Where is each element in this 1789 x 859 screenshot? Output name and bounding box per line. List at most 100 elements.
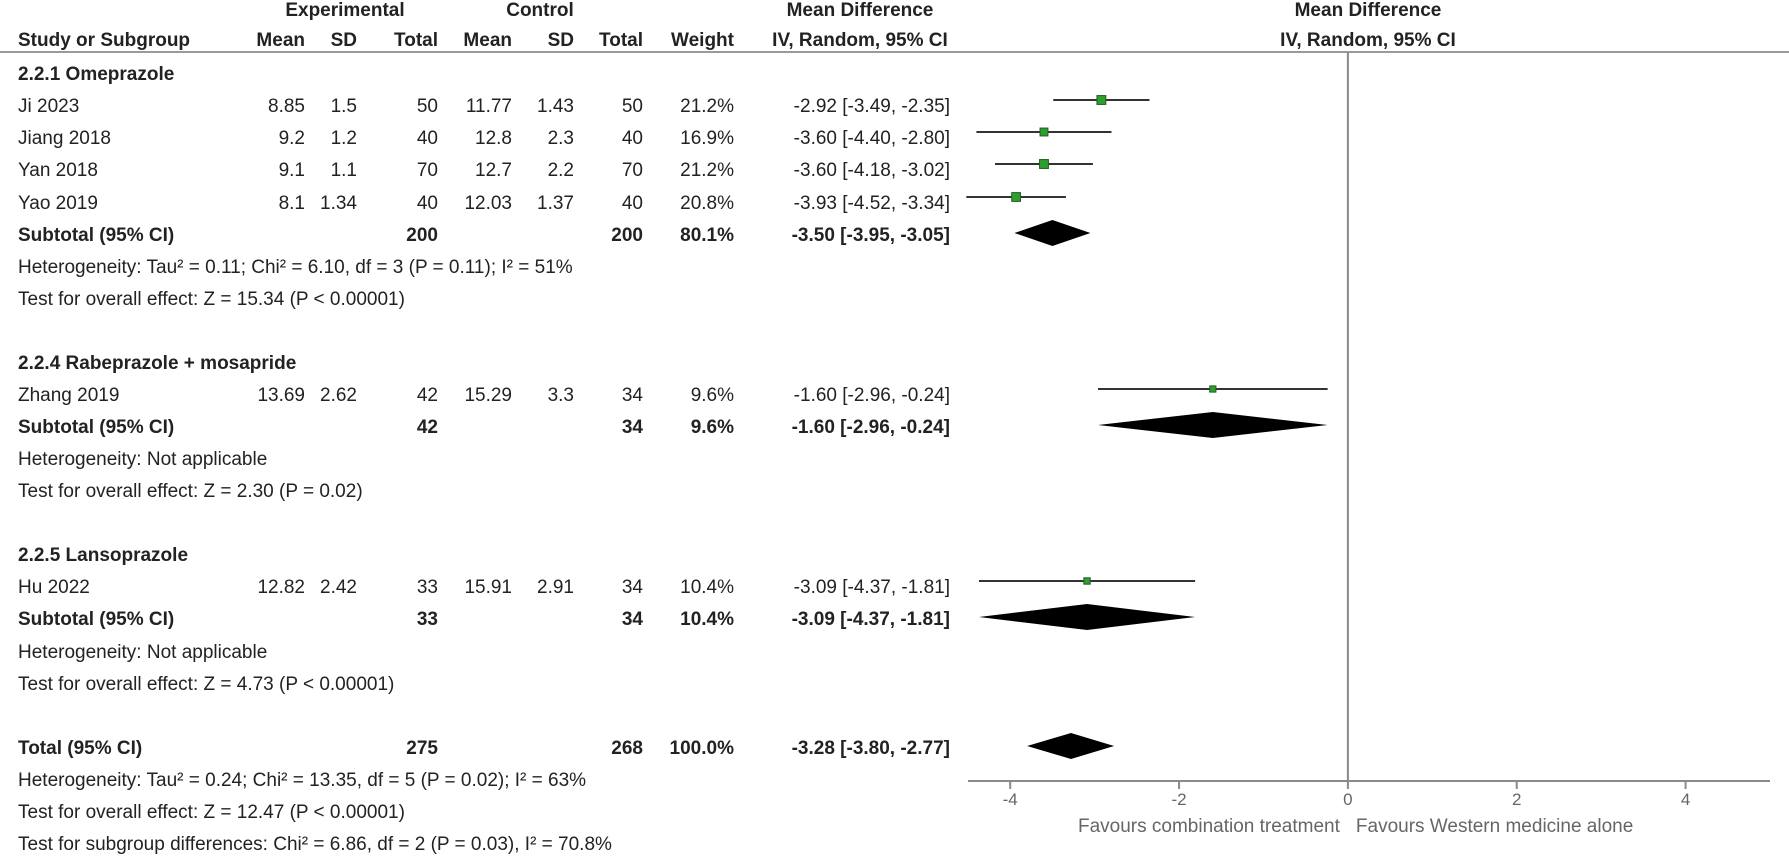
subtotal-ctrl-total: 200 (611, 225, 643, 246)
ctrl-total: 40 (621, 193, 643, 214)
subtotal-exp-total: 42 (416, 417, 438, 438)
subgroup-title: 2.2.5 Lansoprazole (18, 545, 189, 566)
ctrl-total: 34 (621, 577, 643, 598)
pooled-diamond (1098, 412, 1328, 438)
ctrl-mean: 15.91 (464, 577, 512, 598)
subtotal-exp-total: 200 (406, 225, 438, 246)
x-tick-label: 0 (1343, 790, 1352, 809)
study-marker (1083, 577, 1091, 585)
subtotal-label: Subtotal (95% CI) (18, 609, 175, 630)
subgroup-title: 2.2.1 Omeprazole (18, 64, 175, 85)
col-exp-mean: Mean (256, 30, 305, 51)
exp-mean: 9.2 (278, 128, 305, 149)
study-marker (1039, 127, 1049, 137)
ctrl-sd: 2.2 (547, 160, 574, 181)
col-ctrl-mean: Mean (463, 30, 512, 51)
study-name: Jiang 2018 (18, 128, 111, 149)
pooled-diamond (978, 604, 1196, 630)
exp-mean: 13.69 (257, 385, 305, 406)
study-name: Hu 2022 (18, 577, 90, 598)
exp-sd: 1.5 (330, 96, 357, 117)
ctrl-mean: 12.03 (464, 193, 512, 214)
study-name: Yao 2019 (18, 193, 98, 214)
x-tick-label: -2 (1171, 790, 1186, 809)
ctrl-total: 34 (621, 385, 643, 406)
favours-right-label: Favours Western medicine alone (1355, 816, 1634, 837)
ctrl-total: 70 (621, 160, 643, 181)
subtotal-ctrl-total: 34 (621, 417, 643, 438)
subtotal-weight: 80.1% (680, 225, 734, 246)
exp-total: 40 (416, 193, 438, 214)
overall-effect-text: Test for overall effect: Z = 4.73 (P < 0… (18, 674, 395, 695)
exp-mean: 12.82 (257, 577, 305, 598)
subtotal-label: Subtotal (95% CI) (18, 225, 175, 246)
study-ci: -3.09 [-4.37, -1.81] (793, 577, 950, 598)
total-weight: 100.0% (669, 738, 734, 759)
study-ci: -3.93 [-4.52, -3.34] (793, 193, 950, 214)
ctrl-mean: 15.29 (464, 385, 512, 406)
header-control: Control (506, 0, 574, 21)
study-ci: -1.60 [-2.96, -0.24] (793, 385, 950, 406)
subtotal-ci: -3.50 [-3.95, -3.05] (791, 225, 950, 246)
study-marker (1096, 95, 1107, 105)
overall-effect-text: Test for overall effect: Z = 15.34 (P < … (18, 289, 405, 310)
col-weight: Weight (671, 30, 734, 51)
footer-subgroup-differences: Test for subgroup differences: Chi² = 6.… (18, 834, 612, 855)
col-exp-total: Total (394, 30, 438, 51)
study-marker (1011, 192, 1022, 202)
study-weight: 10.4% (680, 577, 734, 598)
col-ctrl-total: Total (599, 30, 643, 51)
header-mean-difference: Mean Difference (786, 0, 934, 21)
study-marker (1039, 159, 1049, 169)
ctrl-sd: 2.91 (537, 577, 574, 598)
study-ci: -2.92 [-3.49, -2.35] (793, 96, 950, 117)
study-weight: 21.2% (680, 160, 734, 181)
exp-total: 40 (416, 128, 438, 149)
total-exp-total: 275 (406, 738, 438, 759)
exp-sd: 1.1 (330, 160, 357, 181)
subtotal-ci: -3.09 [-4.37, -1.81] (791, 609, 950, 630)
exp-mean: 9.1 (278, 160, 305, 181)
pooled-diamond (1027, 733, 1115, 759)
col-md-method: IV, Random, 95% CI (772, 30, 948, 51)
ctrl-mean: 12.7 (475, 160, 512, 181)
heterogeneity-text: Heterogeneity: Not applicable (18, 449, 268, 470)
exp-sd: 2.42 (320, 577, 357, 598)
study-weight: 9.6% (690, 385, 734, 406)
col-md-method-plot: IV, Random, 95% CI (1280, 30, 1456, 51)
col-ctrl-sd: SD (547, 30, 574, 51)
pooled-diamond (1014, 220, 1091, 246)
study-weight: 20.8% (680, 193, 734, 214)
x-tick-label: 4 (1681, 790, 1690, 809)
footer-heterogeneity: Heterogeneity: Tau² = 0.24; Chi² = 13.35… (18, 770, 587, 791)
total-ci: -3.28 [-3.80, -2.77] (791, 738, 950, 759)
subgroup-title: 2.2.4 Rabeprazole + mosapride (18, 353, 297, 374)
study-name: Ji 2023 (18, 96, 80, 117)
exp-total: 42 (416, 385, 438, 406)
subtotal-ci: -1.60 [-2.96, -0.24] (791, 417, 950, 438)
study-name: Yan 2018 (18, 160, 98, 181)
col-study: Study or Subgroup (18, 30, 191, 51)
study-weight: 16.9% (680, 128, 734, 149)
exp-total: 70 (416, 160, 438, 181)
exp-mean: 8.85 (268, 96, 305, 117)
exp-sd: 1.2 (330, 128, 357, 149)
subtotal-weight: 9.6% (690, 417, 734, 438)
exp-mean: 8.1 (278, 193, 305, 214)
total-label: Total (95% CI) (18, 738, 143, 759)
header-experimental: Experimental (285, 0, 405, 21)
ctrl-sd: 2.3 (547, 128, 574, 149)
exp-total: 33 (416, 577, 438, 598)
ctrl-total: 40 (621, 128, 643, 149)
study-ci: -3.60 [-4.40, -2.80] (793, 128, 950, 149)
overall-effect-text: Test for overall effect: Z = 2.30 (P = 0… (18, 481, 363, 502)
x-tick-label: 2 (1512, 790, 1521, 809)
heterogeneity-text: Heterogeneity: Not applicable (18, 642, 268, 663)
exp-total: 50 (416, 96, 438, 117)
subtotal-exp-total: 33 (416, 609, 438, 630)
study-name: Zhang 2019 (18, 385, 120, 406)
ctrl-total: 50 (621, 96, 643, 117)
total-ctrl-total: 268 (611, 738, 643, 759)
favours-left-label: Favours combination treatment (1077, 816, 1340, 837)
